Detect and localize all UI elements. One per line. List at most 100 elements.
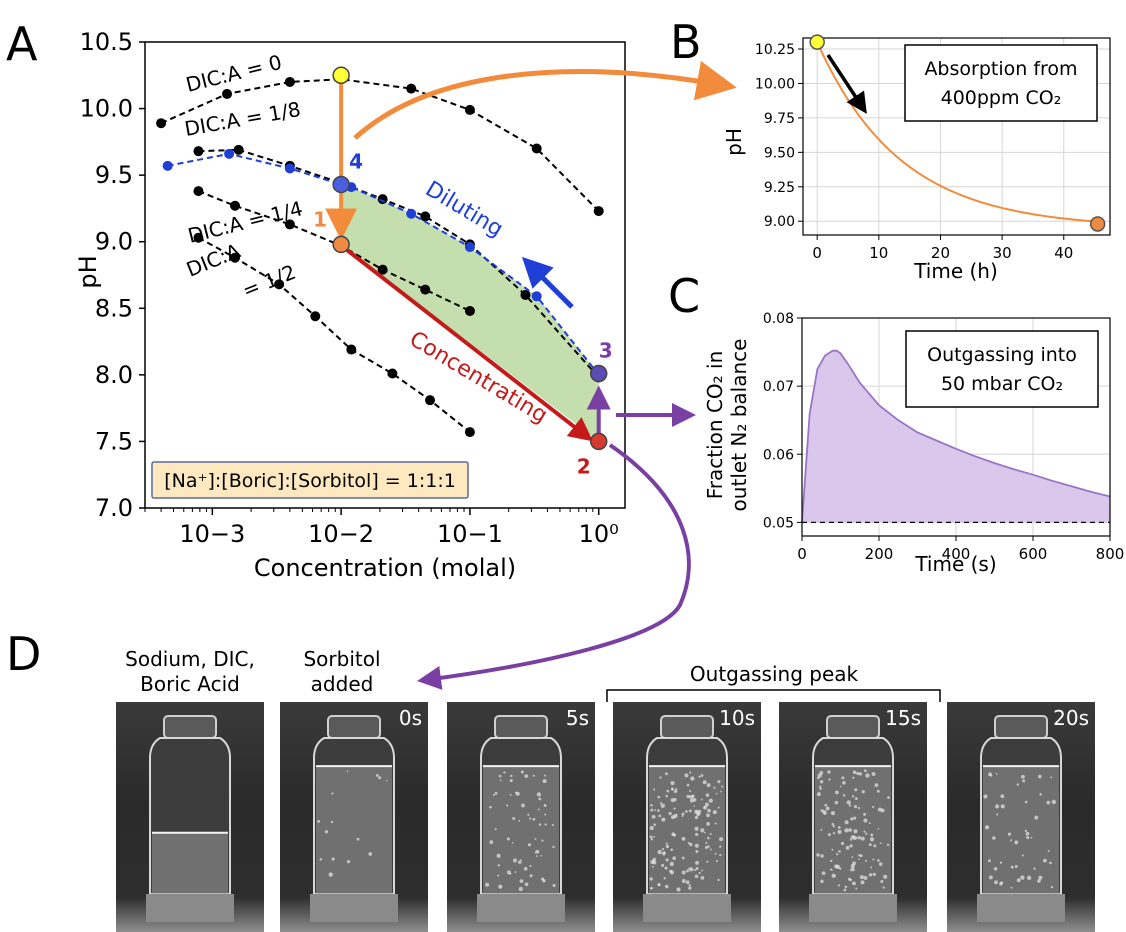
vial-bubble: [859, 854, 863, 858]
vial-bubble: [709, 848, 712, 851]
a-series-3-point-7: [464, 427, 475, 438]
c-xtick-label-4: 800: [1096, 545, 1125, 563]
vial-bubble: [1038, 875, 1043, 880]
vial-bubble: [494, 792, 498, 795]
vial-bubble: [687, 842, 690, 845]
vial-bubble: [848, 828, 852, 832]
vial-bubble: [857, 806, 861, 810]
a-series-0-point-5: [464, 104, 475, 115]
vial-bubble: [532, 817, 536, 821]
vial-bubble: [882, 886, 885, 889]
vial-bubble: [534, 837, 537, 840]
vial-bubble: [659, 801, 662, 805]
vial-bubble: [869, 837, 875, 842]
vial-bubble: [820, 828, 823, 831]
vial-bubble: [527, 843, 532, 847]
vial-bubble: [668, 811, 672, 816]
vial-bubble: [852, 770, 857, 775]
vial-bubble: [524, 774, 529, 778]
cycle-points: [332, 66, 608, 451]
vial-bubble: [880, 879, 884, 884]
vial-bubble: [701, 798, 703, 801]
vial-bubble: [497, 874, 500, 877]
vial-neck: [660, 715, 714, 739]
vial-bubble: [828, 778, 831, 781]
a-series-1-point-5: [420, 211, 431, 222]
vial-bubble: [506, 804, 509, 807]
vial-bubble: [663, 877, 666, 880]
vial-bubble: [552, 883, 556, 888]
vial-bubble: [509, 779, 513, 783]
a-ytick-label-3: 8.5: [95, 294, 133, 322]
vial-1: [310, 715, 398, 922]
vial-bubble: [688, 886, 692, 890]
vial-photo-3: 10s: [613, 702, 761, 932]
vial-bubble: [852, 881, 856, 886]
vial-bubble: [1026, 836, 1030, 840]
vial-photo-1: 0s: [280, 702, 428, 932]
vial-bubble: [824, 803, 828, 807]
a-series-4-point-1: [224, 148, 235, 159]
vial-bubble: [1000, 794, 1005, 799]
vial-bubble: [691, 794, 695, 798]
vial-bubble: [536, 792, 542, 797]
vial-bubble: [324, 830, 329, 834]
vial-bubble: [541, 839, 544, 842]
vial-bubble: [1030, 836, 1033, 839]
vial-bubble: [996, 813, 999, 816]
vial-bubble: [551, 823, 554, 827]
vial-bubble: [707, 808, 711, 813]
vial-bubble: [498, 884, 503, 889]
vial-bubble: [853, 816, 857, 820]
vial-bubble: [688, 867, 691, 870]
vial-timestamp-5: 20s: [1053, 706, 1089, 730]
vial-bubble: [527, 813, 530, 816]
vial-bubble: [714, 822, 717, 825]
ph-decay-line: [816, 41, 1098, 223]
caption-sorbitol: Sorbitol added: [282, 647, 402, 697]
panel-b-letter: B: [670, 15, 702, 69]
vial-bubble: [1016, 878, 1021, 883]
vial-bubble: [375, 773, 379, 777]
vial-bubble: [849, 844, 853, 848]
vial-5: [977, 715, 1065, 922]
vial-bubble: [1010, 865, 1014, 869]
vial-bubble: [1022, 779, 1026, 783]
diluting-arrow: [521, 256, 574, 309]
vial-bubble: [700, 876, 705, 880]
vial-bubble: [1010, 886, 1013, 889]
vial-bubble: [877, 807, 882, 812]
panel-c-ylabel-line2: outlet N₂ balance: [727, 339, 751, 512]
a-ytick-label-6: 10.0: [80, 95, 133, 123]
b-xtick-label-1: 10: [869, 244, 888, 262]
vial-bubble: [706, 783, 711, 788]
vial-bubble: [1016, 783, 1019, 786]
vial-bubble: [489, 805, 492, 809]
panel-c: C 0 200 400 600 800 0.05 0.06 0.07 0.08 Outgassi…: [668, 269, 1124, 576]
vial-bubble: [839, 785, 842, 788]
vial-bubble: [689, 789, 692, 793]
a-series-3-point-1: [230, 252, 241, 263]
vial-bubble: [832, 825, 836, 828]
vial-bubble: [368, 852, 373, 856]
vial-bubble: [844, 820, 849, 825]
panel-b-frame: [802, 37, 1111, 236]
cycle-point-1: [332, 235, 350, 254]
panel-a: A 7.0 7.5 8.0 8.5 9.0 9.5 10.0 10.5 10−3 10−2 10−1…: [6, 17, 626, 582]
vial-bubble: [704, 802, 709, 807]
vial-bubble: [858, 858, 860, 860]
vial-bubble: [713, 786, 716, 789]
b-xtick-label-0: 0: [812, 244, 822, 262]
vial-bubble: [717, 806, 720, 809]
vial-bubble: [820, 780, 824, 784]
vial-bubble: [705, 841, 708, 844]
a-xtick-label-0: 10−3: [179, 520, 245, 548]
vial-bubble: [544, 823, 547, 826]
vial-bubble: [999, 861, 1003, 864]
vial-bubble: [846, 800, 851, 805]
panel-b-legend-line1: Absorption from: [924, 58, 1077, 80]
vial-bubble: [695, 860, 700, 865]
vial-bubble: [830, 811, 836, 816]
vial-bubble: [346, 770, 349, 773]
vial-bubble: [993, 867, 998, 871]
